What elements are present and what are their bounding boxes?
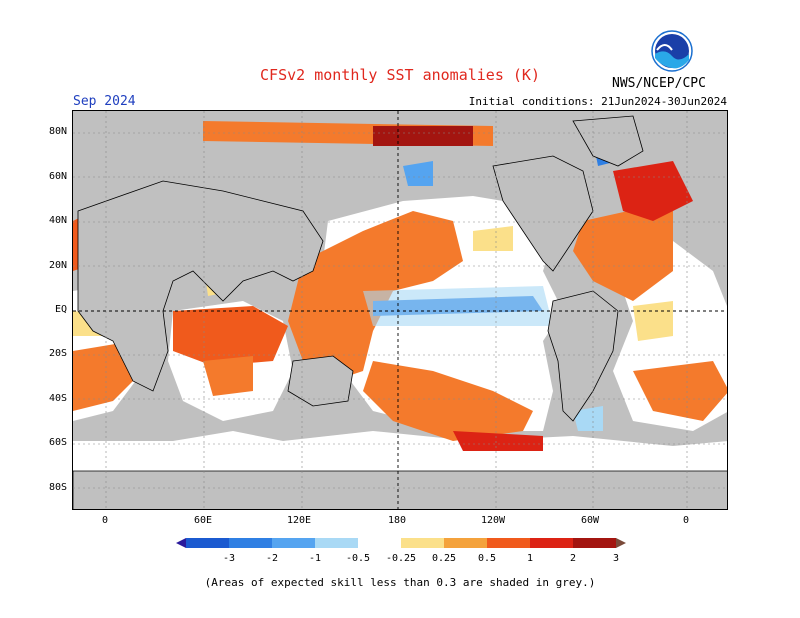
legend-tick-label: -3: [223, 553, 235, 564]
agency-label: NWS/NCEP/CPC: [612, 76, 706, 91]
legend-tick-label: -0.5: [346, 553, 370, 564]
color-legend: -3 -2 -1 -0.5 -0.25 0.25 0.5 1 2 3: [176, 538, 626, 564]
lon-label: 60E: [193, 515, 213, 526]
legend-swatch: [487, 538, 530, 548]
legend-swatch: [530, 538, 573, 548]
lon-label: 180: [387, 515, 407, 526]
legend-swatch: [616, 538, 626, 548]
legend-swatch: [444, 538, 487, 548]
legend-tick-label: 0.25: [432, 553, 456, 564]
skill-caption: (Areas of expected skill less than 0.3 a…: [204, 576, 596, 589]
legend-tick-label: 0.5: [478, 553, 496, 564]
graticule: [73, 111, 727, 509]
legend-swatch: [358, 538, 401, 548]
legend-swatch: [186, 538, 229, 548]
noaa-logo: [651, 30, 693, 72]
lon-label: 60W: [580, 515, 600, 526]
lat-label: 60S: [48, 437, 67, 448]
australia: [287, 355, 354, 407]
lon-label: 0: [682, 515, 690, 526]
map-title: CFSv2 monthly SST anomalies (K): [260, 66, 540, 84]
initial-conditions: Initial conditions: 21Jun2024-30Jun2024: [468, 95, 727, 108]
legend-swatch: [272, 538, 315, 548]
forecast-period: Sep 2024: [73, 94, 136, 109]
legend-swatch: [573, 538, 616, 548]
map-canvas: [73, 111, 727, 509]
legend-tick-label: -0.25: [386, 553, 416, 564]
legend-swatch: [315, 538, 358, 548]
eurasia-africa: [77, 180, 324, 392]
sst-anomaly-map: [72, 110, 728, 510]
antarctica: [73, 470, 727, 509]
lat-label: 80N: [48, 126, 67, 137]
lon-label: 120E: [286, 515, 312, 526]
north-america: [492, 155, 594, 272]
legend-tick-label: -1: [309, 553, 321, 564]
south-america: [547, 290, 619, 422]
lat-label: 20S: [48, 348, 67, 359]
lat-label: 60N: [48, 171, 67, 182]
legend-tick-label: 3: [613, 553, 619, 564]
legend-tick-label: 1: [527, 553, 533, 564]
legend-tick-label: -2: [266, 553, 278, 564]
greenland: [572, 115, 644, 167]
lat-label: EQ: [54, 304, 67, 315]
lon-label: 0: [101, 515, 109, 526]
legend-swatch: [176, 538, 186, 548]
lat-label: 80S: [48, 482, 67, 493]
legend-swatch: [229, 538, 272, 548]
lat-label: 40S: [48, 393, 67, 404]
lat-label: 40N: [48, 215, 67, 226]
continents: [73, 115, 727, 509]
legend-tick-label: 2: [570, 553, 576, 564]
legend-swatch: [401, 538, 444, 548]
lon-label: 120W: [480, 515, 506, 526]
lat-label: 20N: [48, 260, 67, 271]
